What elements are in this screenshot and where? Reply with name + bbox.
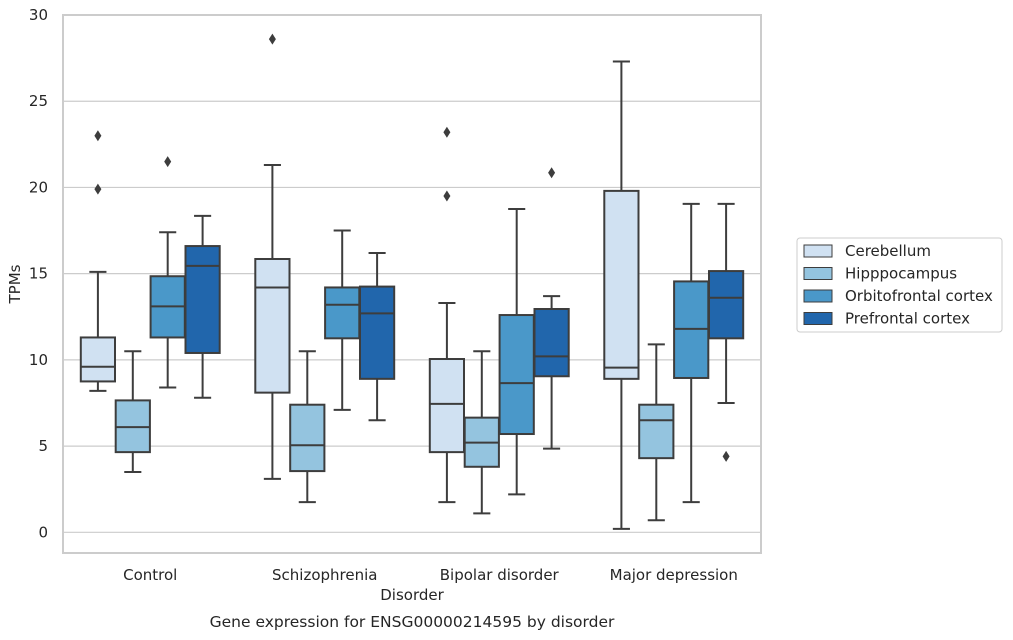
box-3-2 xyxy=(673,202,710,504)
box-1-2 xyxy=(324,229,361,411)
outlier-point xyxy=(268,33,276,45)
legend-frame xyxy=(796,237,1003,333)
outlier-point xyxy=(443,190,451,202)
box-0-2 xyxy=(149,156,186,389)
y-tick-label: 5 xyxy=(38,437,48,455)
legend-swatch xyxy=(803,312,833,325)
x-axis-ticks: Control Schizophrenia Bipolar disorder Majo… xyxy=(123,566,738,584)
plot-area-frame xyxy=(62,14,762,554)
box-3-3 xyxy=(707,202,745,462)
box-iqr xyxy=(358,285,396,380)
legend-swatch xyxy=(803,244,833,258)
x-tick-label: Schizophrenia xyxy=(272,566,377,584)
x-tick-label: Major depression xyxy=(610,566,738,584)
box-3-1 xyxy=(638,343,675,522)
legend-item: Hipppocampus xyxy=(803,265,957,283)
box-1-3 xyxy=(358,251,396,422)
outlier-point xyxy=(94,183,102,195)
box-iqr xyxy=(324,286,361,340)
legend-item: Prefrontal cortex xyxy=(803,310,970,328)
box-0-0 xyxy=(79,130,117,392)
legend-label: Hipppocampus xyxy=(845,265,957,283)
outlier-point xyxy=(722,450,730,462)
box-iqr xyxy=(533,308,570,378)
box-iqr xyxy=(79,336,117,383)
box-iqr xyxy=(184,245,221,354)
legend-item: Orbitofrontal cortex xyxy=(803,287,993,305)
box-2-3 xyxy=(533,167,570,450)
box-3-0 xyxy=(603,60,640,530)
legend-swatch xyxy=(803,267,833,280)
y-axis-ticks: 0 5 10 15 20 25 30 xyxy=(29,6,48,541)
chart-title: Gene expression for ENSG00000214595 by d… xyxy=(210,613,615,631)
box-iqr xyxy=(638,403,675,460)
y-tick-label: 10 xyxy=(29,351,48,369)
box-iqr xyxy=(498,314,535,436)
box-2-0 xyxy=(428,126,466,504)
y-tick-label: 15 xyxy=(29,265,48,283)
x-tick-label: Bipolar disorder xyxy=(440,566,560,584)
box-iqr xyxy=(289,403,326,473)
y-tick-label: 20 xyxy=(29,178,48,196)
box-0-1 xyxy=(114,350,151,473)
box-1-1 xyxy=(289,350,326,504)
legend-label: Prefrontal cortex xyxy=(845,310,970,328)
box-0-3 xyxy=(184,214,221,399)
box-2-2 xyxy=(498,207,535,496)
box-series xyxy=(79,33,745,530)
outlier-point xyxy=(164,156,172,168)
box-iqr xyxy=(254,257,291,394)
outlier-point xyxy=(94,130,102,142)
box-1-0 xyxy=(254,33,291,480)
y-tick-label: 25 xyxy=(29,92,48,110)
x-axis-title: Disorder xyxy=(380,586,444,604)
box-2-1 xyxy=(463,350,500,515)
legend-label: Cerebellum xyxy=(845,242,931,260)
y-axis-title: TPMs xyxy=(6,264,24,304)
outlier-point xyxy=(443,126,451,138)
legend-swatch xyxy=(803,289,833,303)
legend: Cerebellum Hipppocampus Orbitofrontal cort… xyxy=(796,237,1003,333)
y-tick-label: 0 xyxy=(38,523,48,541)
box-iqr xyxy=(428,358,466,454)
x-tick-label: Control xyxy=(123,566,177,584)
legend-item: Cerebellum xyxy=(803,242,931,260)
legend-label: Orbitofrontal cortex xyxy=(845,287,993,305)
box-iqr xyxy=(707,270,745,340)
y-tick-label: 30 xyxy=(29,6,48,24)
outlier-point xyxy=(548,167,556,179)
box-iqr xyxy=(603,189,640,380)
